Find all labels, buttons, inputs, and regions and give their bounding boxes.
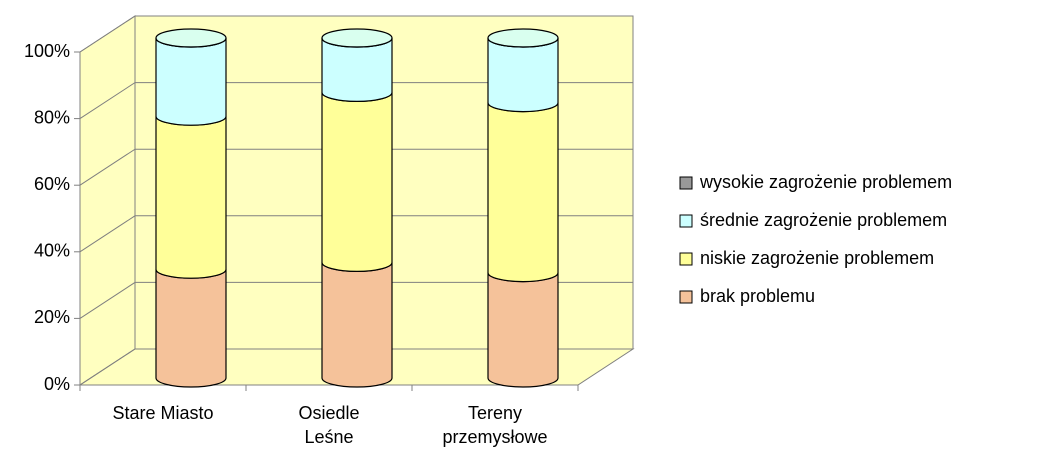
x-tick-label: Stare Miasto (112, 403, 214, 423)
cylinder-segment (321, 262, 393, 388)
legend-swatch (679, 176, 693, 190)
cylinder-segment (487, 37, 559, 113)
grid-line (79, 215, 633, 253)
legend-swatch (679, 214, 693, 228)
grid-line (79, 148, 633, 186)
y-tick-label: 20% (34, 307, 70, 327)
legend-label: brak problemu (700, 286, 815, 306)
cylinder-segment (155, 37, 227, 126)
legend-label: niskie zagrożenie problemem (700, 248, 934, 268)
grid-line (79, 281, 633, 319)
cylinder-segment (155, 269, 227, 388)
grid-line (79, 82, 633, 120)
cylinder-cap (321, 28, 393, 48)
cylinder-segment (487, 102, 559, 283)
y-tick-label: 40% (34, 241, 70, 261)
legend-swatch (679, 290, 693, 304)
cylinder-segment (321, 92, 393, 272)
cylinder-cap (487, 28, 559, 48)
y-tick-label: 0% (44, 374, 70, 394)
cylinder-segment (487, 272, 559, 388)
y-tick-label: 100% (24, 41, 70, 61)
grid-line (79, 15, 633, 53)
grid-line (79, 348, 633, 386)
side-wall (79, 15, 136, 386)
legend-swatch (679, 252, 693, 266)
x-tick-label: Tereny przemysłowe (442, 403, 548, 447)
x-tick-label: Osiedle Leśne (298, 403, 360, 447)
cylinder-segment (155, 116, 227, 279)
legend-label: wysokie zagrożenie problemem (699, 172, 952, 192)
cylinder-cap (155, 28, 227, 48)
y-tick-label: 60% (34, 174, 70, 194)
y-tick-label: 80% (34, 107, 70, 127)
legend-label: średnie zagrożenie problemem (700, 210, 947, 230)
